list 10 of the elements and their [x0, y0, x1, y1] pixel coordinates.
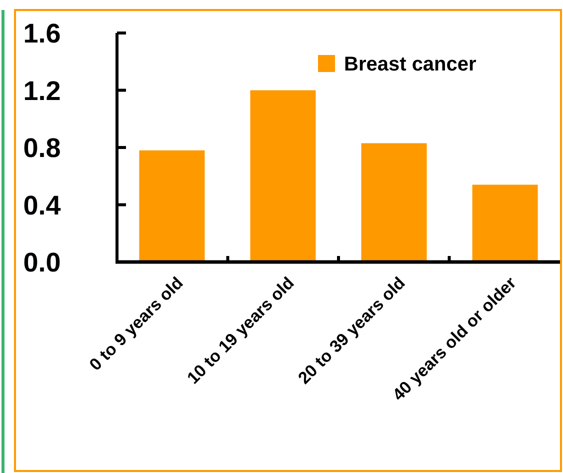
bar: [139, 150, 205, 262]
y-tick-label: 0.8: [23, 133, 61, 164]
bar: [361, 143, 427, 262]
y-tick-label: 1.2: [23, 76, 61, 106]
y-tick-label: 1.6: [23, 18, 61, 49]
y-tick-label: 0.4: [23, 190, 61, 220]
bar: [472, 184, 538, 262]
bar: [250, 90, 316, 262]
legend-label: Breast cancer: [344, 54, 477, 76]
y-tick-label: 0.0: [23, 248, 61, 278]
